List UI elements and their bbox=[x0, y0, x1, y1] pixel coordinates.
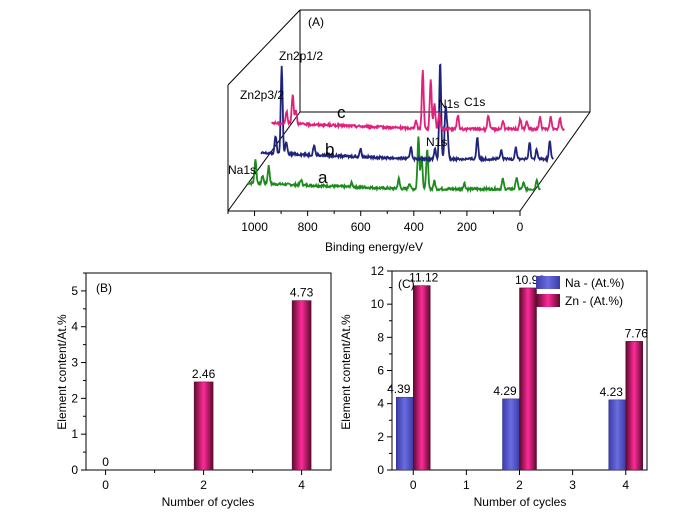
y-tick-label: 12 bbox=[371, 264, 385, 278]
x-tick-label: 600 bbox=[351, 220, 371, 234]
panel-label: (B) bbox=[96, 281, 112, 295]
bar-zn bbox=[519, 287, 537, 471]
x-axis-label: Binding energy/eV bbox=[325, 240, 423, 254]
y-tick-label: 0 bbox=[377, 463, 384, 477]
bar-na bbox=[396, 396, 414, 471]
x-axis-label: Number of cycles bbox=[162, 495, 255, 509]
legend-swatch-na bbox=[536, 276, 560, 289]
y-tick-label: 2 bbox=[71, 391, 78, 405]
bar bbox=[193, 381, 214, 471]
y-axis-label: Element content/At.% bbox=[339, 314, 353, 430]
legend-label-na: Na - (At.%) bbox=[565, 276, 624, 290]
y-tick-label: 8 bbox=[377, 330, 384, 344]
bar-value-label: 7.76 bbox=[625, 326, 649, 340]
bar-na bbox=[502, 398, 520, 471]
series-label-b: b bbox=[325, 140, 334, 159]
panel-label: (A) bbox=[308, 15, 324, 29]
y-tick-label: 2 bbox=[377, 430, 384, 444]
frame-line bbox=[227, 111, 301, 212]
y-axis-label: Element content/At.% bbox=[55, 314, 69, 430]
bar-value-label: 4.29 bbox=[493, 384, 517, 398]
x-tick-label: 4 bbox=[298, 478, 305, 492]
legend-label-zn: Zn - (At.%) bbox=[565, 294, 623, 308]
legend: Na - (At.%) Zn - (At.%) bbox=[536, 276, 624, 308]
y-tick-label: 5 bbox=[71, 284, 78, 298]
spectrum-b bbox=[260, 63, 554, 164]
bar-value-label: 4.23 bbox=[600, 385, 624, 399]
annotation-zn2p32: Zn2p3/2 bbox=[240, 88, 284, 102]
annotation-na1s: Na1s bbox=[228, 163, 256, 177]
y-tick-label: 10 bbox=[371, 297, 385, 311]
spectrum-c bbox=[271, 70, 565, 134]
legend-swatch-zn bbox=[536, 294, 560, 307]
y-tick-label: 1 bbox=[71, 427, 78, 441]
annotation-zn2p12: Zn2p1/2 bbox=[279, 49, 323, 63]
x-tick-label: 800 bbox=[298, 220, 318, 234]
bar-zn bbox=[413, 285, 431, 471]
x-tick-label: 0 bbox=[517, 220, 524, 234]
bar-value-label: 2.46 bbox=[192, 367, 216, 381]
x-tick-label: 3 bbox=[569, 478, 576, 492]
annotation-c1s: C1s bbox=[464, 95, 485, 109]
y-tick-label: 4 bbox=[377, 397, 384, 411]
x-tick-label: 1 bbox=[463, 478, 470, 492]
bar-value-label: 4.39 bbox=[387, 382, 411, 396]
bar-value-label: 11.12 bbox=[409, 271, 438, 285]
x-tick-label: 400 bbox=[404, 220, 424, 234]
x-tick-label: 1000 bbox=[241, 220, 268, 234]
series-label-c: c bbox=[337, 103, 346, 122]
axes: 0 1 2 3 4 5 0 2 4 bbox=[71, 272, 305, 492]
spectrum-a bbox=[247, 136, 541, 194]
bar-na bbox=[608, 399, 626, 471]
annotation-n1s-c: N1s bbox=[438, 97, 459, 111]
x-axis-label: Number of cycles bbox=[474, 495, 567, 509]
x-tick-label: 0 bbox=[102, 478, 109, 492]
series-label-a: a bbox=[318, 168, 328, 187]
y-tick-label: 6 bbox=[377, 364, 384, 378]
bar-value-label: 0 bbox=[102, 455, 109, 469]
frame-line bbox=[227, 9, 301, 86]
y-tick-label: 4 bbox=[71, 320, 78, 334]
x-tick-label: 2 bbox=[200, 478, 207, 492]
y-tick-label: 3 bbox=[71, 356, 78, 370]
annotation-n1s-b: N1s bbox=[426, 135, 447, 149]
x-axis-ticks: 1000 800 600 400 200 0 bbox=[227, 211, 524, 234]
panel-b: 0 2.46 4.73 0 1 2 3 4 5 0 2 4 (B) Number of cycles… bbox=[55, 272, 332, 509]
y-tick-label: 0 bbox=[71, 463, 78, 477]
bars: 0 2.46 4.73 bbox=[102, 286, 314, 471]
x-tick-label: 200 bbox=[457, 220, 477, 234]
panel-label: (C) bbox=[398, 277, 415, 291]
bar-zn bbox=[625, 341, 643, 471]
x-tick-label: 2 bbox=[516, 478, 523, 492]
xps-spectra bbox=[247, 63, 565, 194]
frame-line bbox=[519, 111, 591, 212]
x-tick-label: 4 bbox=[622, 478, 629, 492]
x-tick-label: 0 bbox=[410, 478, 417, 492]
bar-value-label: 4.73 bbox=[290, 286, 314, 300]
panel-a: 1000 800 600 400 200 0 (A) Binding energy/eV … bbox=[227, 9, 591, 254]
bar bbox=[291, 300, 312, 471]
